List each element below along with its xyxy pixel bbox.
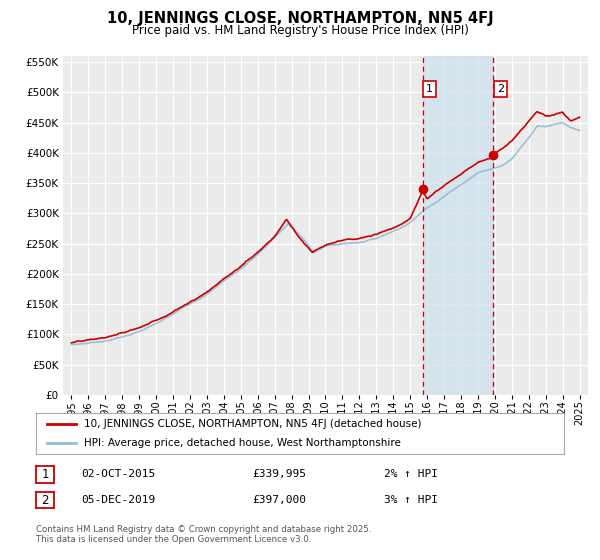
Text: Contains HM Land Registry data © Crown copyright and database right 2025.
This d: Contains HM Land Registry data © Crown c… xyxy=(36,525,371,544)
Text: 2% ↑ HPI: 2% ↑ HPI xyxy=(384,469,438,479)
Text: Price paid vs. HM Land Registry's House Price Index (HPI): Price paid vs. HM Land Registry's House … xyxy=(131,24,469,36)
Text: 2: 2 xyxy=(41,493,49,507)
Text: 1: 1 xyxy=(426,84,433,94)
Text: HPI: Average price, detached house, West Northamptonshire: HPI: Average price, detached house, West… xyxy=(83,438,400,448)
Text: 02-OCT-2015: 02-OCT-2015 xyxy=(81,469,155,479)
Text: £397,000: £397,000 xyxy=(252,494,306,505)
Text: 3% ↑ HPI: 3% ↑ HPI xyxy=(384,494,438,505)
Text: 10, JENNINGS CLOSE, NORTHAMPTON, NN5 4FJ: 10, JENNINGS CLOSE, NORTHAMPTON, NN5 4FJ xyxy=(107,11,493,26)
Text: 05-DEC-2019: 05-DEC-2019 xyxy=(81,494,155,505)
Bar xyxy=(423,56,493,395)
Text: 2: 2 xyxy=(497,84,504,94)
Text: 10, JENNINGS CLOSE, NORTHAMPTON, NN5 4FJ (detached house): 10, JENNINGS CLOSE, NORTHAMPTON, NN5 4FJ… xyxy=(83,419,421,429)
Text: 1: 1 xyxy=(41,468,49,482)
Text: £339,995: £339,995 xyxy=(252,469,306,479)
